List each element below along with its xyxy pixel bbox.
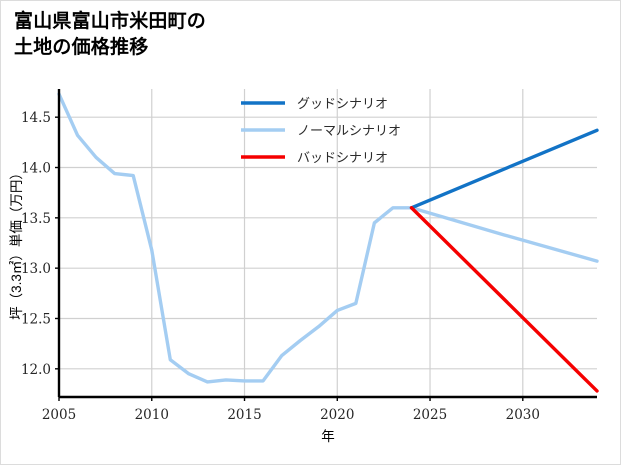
legend-item-0[interactable]: グッドシナリオ bbox=[241, 96, 388, 111]
series-line-good bbox=[409, 128, 599, 210]
x-tick-label-2025: 2025 bbox=[413, 407, 447, 423]
legend-item-1[interactable]: ノーマルシナリオ bbox=[241, 123, 401, 138]
page-title-line2: 土地の価格推移 bbox=[14, 36, 149, 58]
plot-lines bbox=[57, 92, 599, 393]
y-tick-label-12.5: 12.5 bbox=[21, 311, 51, 327]
x-tick-label-2005: 2005 bbox=[42, 407, 76, 423]
x-tick-label-2015: 2015 bbox=[227, 407, 261, 423]
x-tick-label-2010: 2010 bbox=[135, 407, 169, 423]
page-title-line1: 富山県富山市米田町の bbox=[14, 11, 207, 32]
legend-label-2: バッドシナリオ bbox=[297, 150, 388, 165]
y-tick-label-14.0: 14.0 bbox=[21, 161, 51, 177]
legend-label-0: グッドシナリオ bbox=[297, 96, 388, 111]
y-tick-label-13.0: 13.0 bbox=[21, 261, 51, 277]
x-tick-label-2030: 2030 bbox=[506, 407, 540, 423]
axis-titles: 年 坪（3.3㎡）単価（万円） bbox=[9, 166, 335, 444]
page-title: 富山県富山市米田町の 土地の価格推移 bbox=[14, 9, 206, 60]
gridlines bbox=[59, 89, 597, 397]
y-axis-title: 坪（3.3㎡）単価（万円） bbox=[9, 166, 24, 320]
x-tick-label-2020: 2020 bbox=[320, 407, 354, 423]
series-line-normal bbox=[57, 92, 599, 384]
y-tick-label-13.5: 13.5 bbox=[21, 211, 51, 227]
y-tick-label-12.0: 12.0 bbox=[21, 362, 51, 378]
axes bbox=[55, 89, 597, 401]
x-axis-title: 年 bbox=[321, 429, 335, 444]
axis-tick-labels: 12.0 12.5 13.0 13.5 14.0 14.5 2005 2010 2015 2020… bbox=[21, 110, 540, 423]
legend-label-1: ノーマルシナリオ bbox=[297, 123, 401, 138]
legend-item-2[interactable]: バッドシナリオ bbox=[241, 150, 388, 165]
y-tick-label-14.5: 14.5 bbox=[21, 110, 51, 126]
series-line-bad bbox=[409, 206, 599, 393]
